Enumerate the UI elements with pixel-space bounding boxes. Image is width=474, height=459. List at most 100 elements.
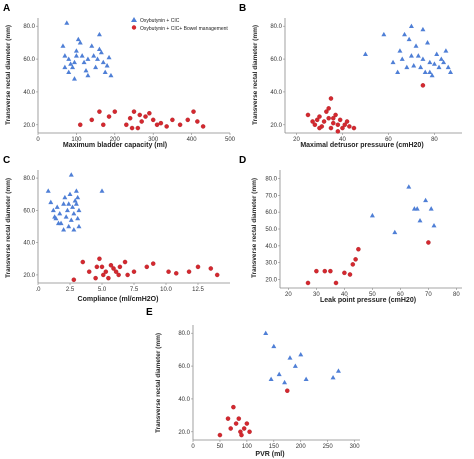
triangle-point xyxy=(298,351,304,357)
panel-b: B Transverse rectal diameter (mm) Maxima… xyxy=(239,3,462,149)
circle-point xyxy=(347,272,353,277)
triangle-point xyxy=(73,201,79,206)
triangle-point xyxy=(100,59,106,65)
circle-point xyxy=(244,421,250,426)
triangle-point xyxy=(397,48,403,53)
triangle-point xyxy=(287,355,293,360)
circle-point xyxy=(314,268,319,274)
circle-point xyxy=(228,426,233,431)
x-tick-label: 80 xyxy=(431,137,438,143)
panel-label-e: E xyxy=(146,307,153,318)
y-tick-label: 20.0 xyxy=(270,123,282,129)
circle-point xyxy=(195,264,201,270)
circle-point xyxy=(326,115,331,121)
circle-point xyxy=(106,275,111,281)
triangle-point xyxy=(60,43,66,48)
circle-point xyxy=(93,275,98,281)
circle-point xyxy=(328,125,334,131)
triangle-point xyxy=(420,26,426,32)
triangle-point xyxy=(52,214,58,219)
triangle-point xyxy=(99,188,105,193)
circle-point xyxy=(127,115,133,121)
triangle-point xyxy=(63,214,69,219)
circle-point xyxy=(99,264,105,270)
panel-label-c: C xyxy=(3,155,10,166)
circle-point xyxy=(135,125,141,131)
triangle-point xyxy=(93,64,99,70)
circle-point xyxy=(101,122,106,128)
circle-point xyxy=(217,432,223,438)
circle-point xyxy=(356,246,361,252)
x-tick-label: 60 xyxy=(397,292,404,298)
panel-label-b: B xyxy=(239,3,246,14)
x-axis-label-d: Leak point pressure (cmH20) xyxy=(320,297,416,304)
triangle-point xyxy=(61,201,67,206)
circle-point xyxy=(186,269,192,274)
triangle-point xyxy=(50,207,56,213)
triangle-point xyxy=(108,72,114,78)
x-tick-label: 400 xyxy=(187,137,198,143)
triangle-point xyxy=(408,23,414,29)
panel-label-d: D xyxy=(239,155,246,166)
triangle-point xyxy=(85,72,91,78)
y-tick-label: 40.0 xyxy=(23,241,35,247)
circle-point xyxy=(200,124,206,129)
x-tick-label: .0 xyxy=(35,287,41,293)
triangle-point xyxy=(404,64,410,70)
triangle-point xyxy=(81,59,87,65)
triangle-point xyxy=(61,227,67,232)
circle-point xyxy=(328,96,334,101)
circle-point xyxy=(122,259,128,265)
circle-point xyxy=(317,125,322,131)
circle-point xyxy=(233,421,239,426)
legend-label-1: Oxybutynin + CIC xyxy=(140,18,180,24)
circle-point xyxy=(112,109,118,114)
triangle-point xyxy=(425,40,431,45)
y-tick-label: 50.0 xyxy=(265,227,277,233)
y-axis-label-e: Transverse rectal diameter (mm) xyxy=(155,333,162,433)
circle-point xyxy=(353,257,358,262)
triangle-point xyxy=(68,172,74,177)
circle-point xyxy=(314,117,320,123)
circle-point xyxy=(208,266,214,271)
triangle-point xyxy=(106,54,112,60)
x-tick-label: 100 xyxy=(242,444,253,450)
circle-point xyxy=(305,280,311,286)
y-tick-label: 20.0 xyxy=(178,430,190,436)
triangle-point xyxy=(66,223,72,229)
y-tick-label: 40.0 xyxy=(270,90,282,96)
triangle-point xyxy=(362,51,368,56)
circle-point xyxy=(129,125,135,131)
circle-point xyxy=(214,272,220,278)
triangle-point xyxy=(77,40,83,45)
triangle-point xyxy=(71,227,77,232)
triangle-point xyxy=(98,49,104,55)
legend-marker-triangle xyxy=(131,17,137,22)
circle-point xyxy=(77,122,83,128)
triangle-point xyxy=(89,43,95,48)
y-tick-label: 80.0 xyxy=(23,176,35,182)
circle-point xyxy=(117,264,123,270)
y-tick-label: 40.0 xyxy=(265,244,277,250)
triangle-point xyxy=(448,69,454,75)
circle-point xyxy=(285,388,290,393)
circle-point xyxy=(328,268,333,274)
y-tick-label: 60.0 xyxy=(270,57,282,63)
y-axis-label-b: Transverse rectal diameter (mm) xyxy=(252,25,259,125)
x-tick-label: 0 xyxy=(36,137,40,143)
circle-point xyxy=(108,262,114,268)
circle-point xyxy=(351,125,357,131)
triangle-point xyxy=(76,223,82,229)
circle-point xyxy=(347,124,352,129)
x-tick-label: 300 xyxy=(350,444,361,450)
triangle-point xyxy=(45,188,51,193)
triangle-point xyxy=(420,56,426,61)
triangle-point xyxy=(335,368,341,373)
triangle-point xyxy=(96,31,102,37)
x-tick-label: 12.5 xyxy=(192,287,204,293)
circle-point xyxy=(173,271,179,276)
x-tick-label: 5.0 xyxy=(98,287,107,293)
triangle-point xyxy=(71,59,77,65)
circle-point xyxy=(342,270,347,276)
circle-point xyxy=(335,129,341,134)
